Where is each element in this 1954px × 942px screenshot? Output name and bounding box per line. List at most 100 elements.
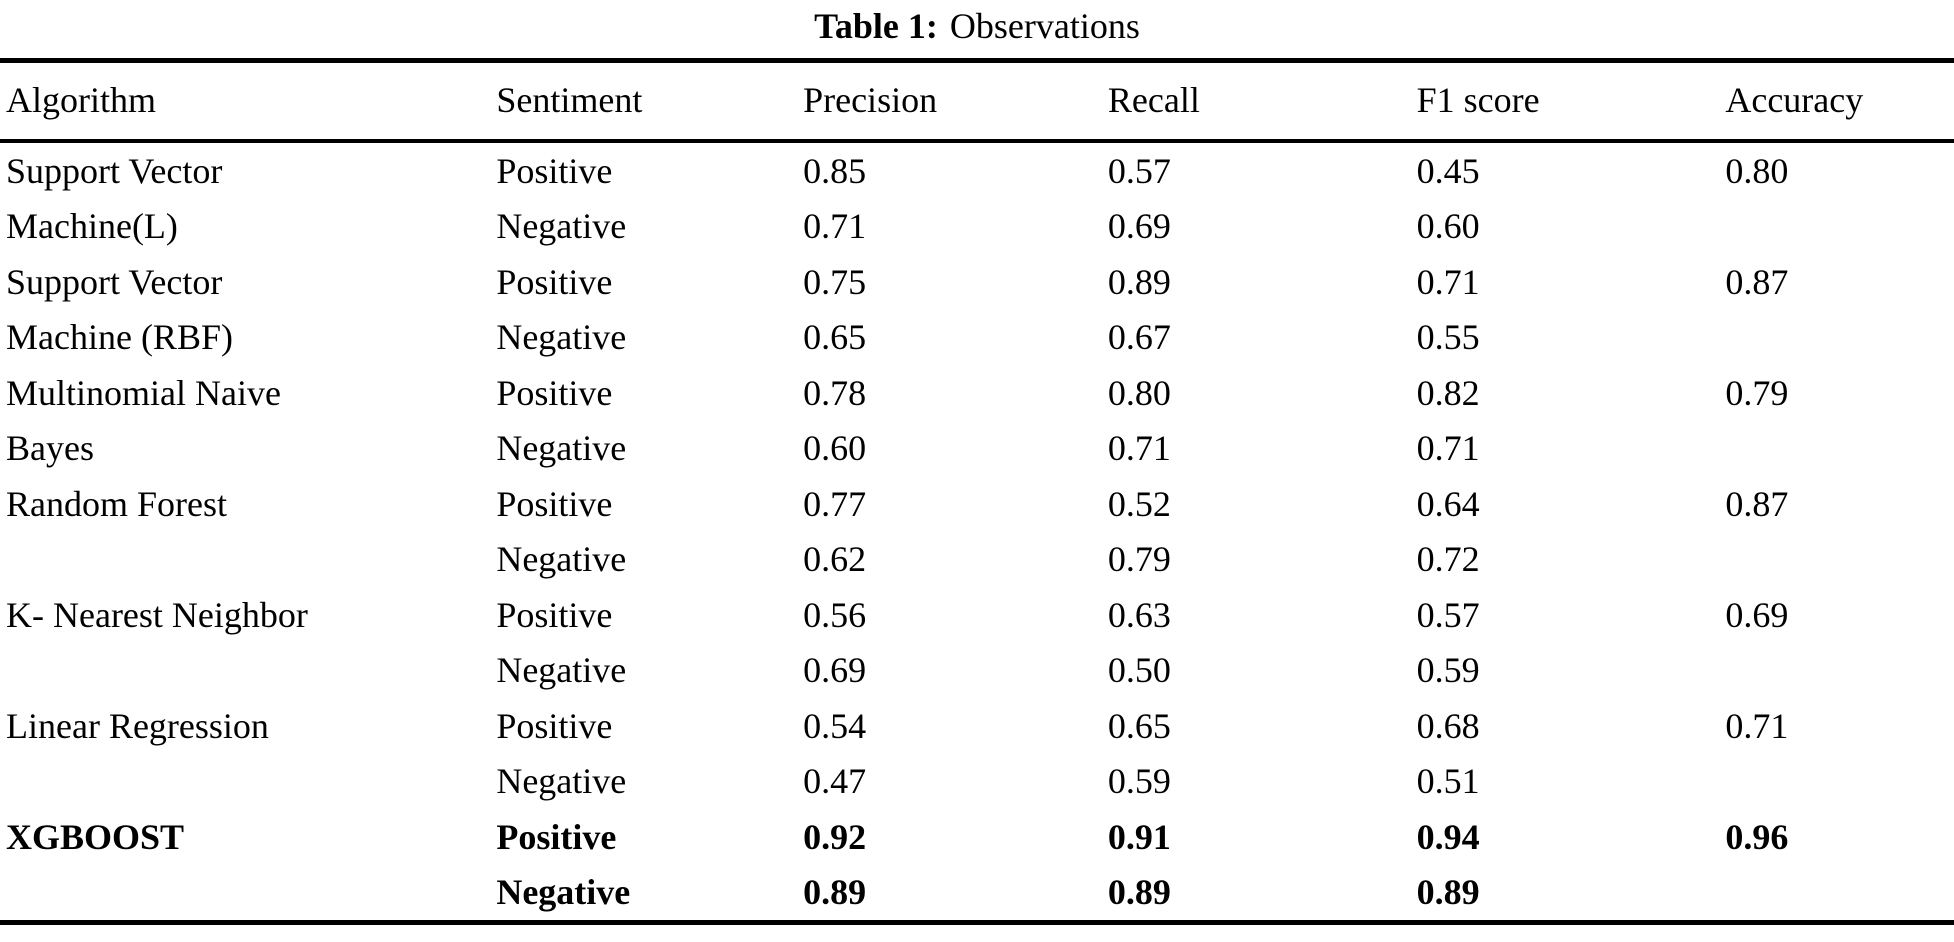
cell-sentiment: Positive [496, 483, 613, 524]
column-header-sentiment: Sentiment [496, 60, 804, 143]
cell-precision: 0.69 [803, 650, 867, 691]
cell-accuracy [1725, 421, 1954, 477]
cell-sentiment: Negative [496, 206, 627, 247]
cell-precision: 0.47 [803, 761, 867, 802]
table-row: Machine (RBF) Negative 0.65 0.67 0.55 [0, 310, 1954, 366]
cell-f1: 0.60 [1416, 206, 1480, 247]
cell-algorithm: Multinomial Naive [6, 372, 281, 413]
cell-recall: 0.59 [1107, 761, 1171, 802]
cell-algorithm [0, 643, 496, 699]
cell-recall: 0.52 [1107, 483, 1171, 524]
cell-precision: 0.60 [803, 428, 867, 469]
table-row: Linear Regression Positive 0.54 0.65 0.68 0.7… [0, 698, 1954, 754]
cell-f1: 0.71 [1416, 261, 1480, 302]
cell-algorithm [0, 754, 496, 810]
cell-accuracy: 0.87 [1725, 261, 1789, 302]
cell-recall: 0.80 [1107, 372, 1171, 413]
table-body: Support Vector Positive 0.85 0.57 0.45 0.80 Ma… [0, 141, 1954, 923]
cell-algorithm [0, 865, 496, 923]
cell-algorithm: K- Nearest Neighbor [6, 594, 308, 635]
header-row: Algorithm Sentiment Precision Recall F1 … [0, 60, 1954, 143]
cell-recall: 0.50 [1107, 650, 1171, 691]
cell-algorithm: XGBOOST [6, 816, 185, 857]
cell-precision: 0.92 [803, 816, 867, 857]
table-row: Machine(L) Negative 0.71 0.69 0.60 [0, 199, 1954, 255]
cell-f1: 0.59 [1416, 650, 1480, 691]
cell-accuracy [1725, 643, 1954, 699]
cell-recall: 0.57 [1107, 150, 1171, 191]
cell-recall: 0.69 [1107, 206, 1171, 247]
cell-f1: 0.68 [1416, 705, 1480, 746]
table-row: Negative 0.62 0.79 0.72 [0, 532, 1954, 588]
cell-sentiment: Positive [496, 150, 613, 191]
cell-precision: 0.89 [803, 872, 867, 913]
column-header-precision: Precision [803, 60, 1108, 143]
table-row: K- Nearest Neighbor Positive 0.56 0.63 0.57 0… [0, 587, 1954, 643]
cell-accuracy [1725, 199, 1954, 255]
cell-sentiment: Negative [496, 761, 627, 802]
column-header-f1-score: F1 score [1416, 60, 1726, 143]
cell-sentiment: Negative [496, 650, 627, 691]
cell-recall: 0.89 [1107, 872, 1171, 913]
cell-accuracy: 0.80 [1725, 150, 1789, 191]
cell-recall: 0.89 [1107, 261, 1171, 302]
cell-f1: 0.51 [1416, 761, 1480, 802]
cell-accuracy [1725, 865, 1954, 923]
cell-algorithm: Support Vector [6, 261, 223, 302]
column-header-recall: Recall [1107, 60, 1417, 143]
cell-accuracy: 0.79 [1725, 372, 1789, 413]
table-row: Multinomial Naive Positive 0.78 0.80 0.82 0.7… [0, 365, 1954, 421]
cell-algorithm: Bayes [6, 428, 94, 469]
cell-sentiment: Negative [496, 317, 627, 358]
cell-sentiment: Negative [496, 428, 627, 469]
cell-accuracy: 0.87 [1725, 483, 1789, 524]
cell-f1: 0.71 [1416, 428, 1480, 469]
cell-precision: 0.85 [803, 150, 867, 191]
cell-recall: 0.67 [1107, 317, 1171, 358]
cell-algorithm: Random Forest [6, 483, 227, 524]
cell-accuracy [1725, 754, 1954, 810]
cell-precision: 0.78 [803, 372, 867, 413]
table-row: Negative 0.69 0.50 0.59 [0, 643, 1954, 699]
cell-precision: 0.62 [803, 539, 867, 580]
cell-algorithm: Support Vector [6, 150, 223, 191]
cell-sentiment: Negative [496, 872, 631, 913]
observations-table: Algorithm Sentiment Precision Recall F1 … [0, 58, 1954, 925]
cell-f1: 0.82 [1416, 372, 1480, 413]
cell-algorithm: Linear Regression [6, 705, 269, 746]
table-row: Support Vector Positive 0.75 0.89 0.71 0.87 [0, 254, 1954, 310]
table-row: Negative 0.89 0.89 0.89 [0, 865, 1954, 923]
cell-f1: 0.94 [1416, 816, 1480, 857]
cell-accuracy: 0.96 [1725, 816, 1789, 857]
cell-recall: 0.71 [1107, 428, 1171, 469]
cell-algorithm: Machine(L) [6, 206, 178, 247]
cell-f1: 0.45 [1416, 150, 1480, 191]
cell-sentiment: Positive [496, 705, 613, 746]
column-header-algorithm: Algorithm [0, 60, 497, 143]
table-row: Negative 0.47 0.59 0.51 [0, 754, 1954, 810]
table-caption: Table 1: Observations [0, 0, 1954, 58]
cell-precision: 0.75 [803, 261, 867, 302]
cell-accuracy: 0.71 [1725, 705, 1789, 746]
cell-f1: 0.89 [1416, 872, 1480, 913]
cell-sentiment: Positive [496, 261, 613, 302]
cell-recall: 0.63 [1107, 594, 1171, 635]
table-row: XGBOOST Positive 0.92 0.91 0.94 0.96 [0, 809, 1954, 865]
cell-precision: 0.65 [803, 317, 867, 358]
cell-sentiment: Positive [496, 372, 613, 413]
cell-recall: 0.91 [1107, 816, 1171, 857]
table-caption-text: Observations [949, 6, 1140, 46]
cell-precision: 0.77 [803, 483, 867, 524]
cell-recall: 0.65 [1107, 705, 1171, 746]
cell-algorithm [0, 532, 496, 588]
cell-recall: 0.79 [1107, 539, 1171, 580]
table-row: Bayes Negative 0.60 0.71 0.71 [0, 421, 1954, 477]
cell-sentiment: Negative [496, 539, 627, 580]
cell-f1: 0.72 [1416, 539, 1480, 580]
table-caption-label: Table 1: [814, 6, 938, 46]
cell-f1: 0.55 [1416, 317, 1480, 358]
cell-sentiment: Positive [496, 816, 617, 857]
cell-accuracy: 0.69 [1725, 594, 1789, 635]
cell-precision: 0.71 [803, 206, 867, 247]
